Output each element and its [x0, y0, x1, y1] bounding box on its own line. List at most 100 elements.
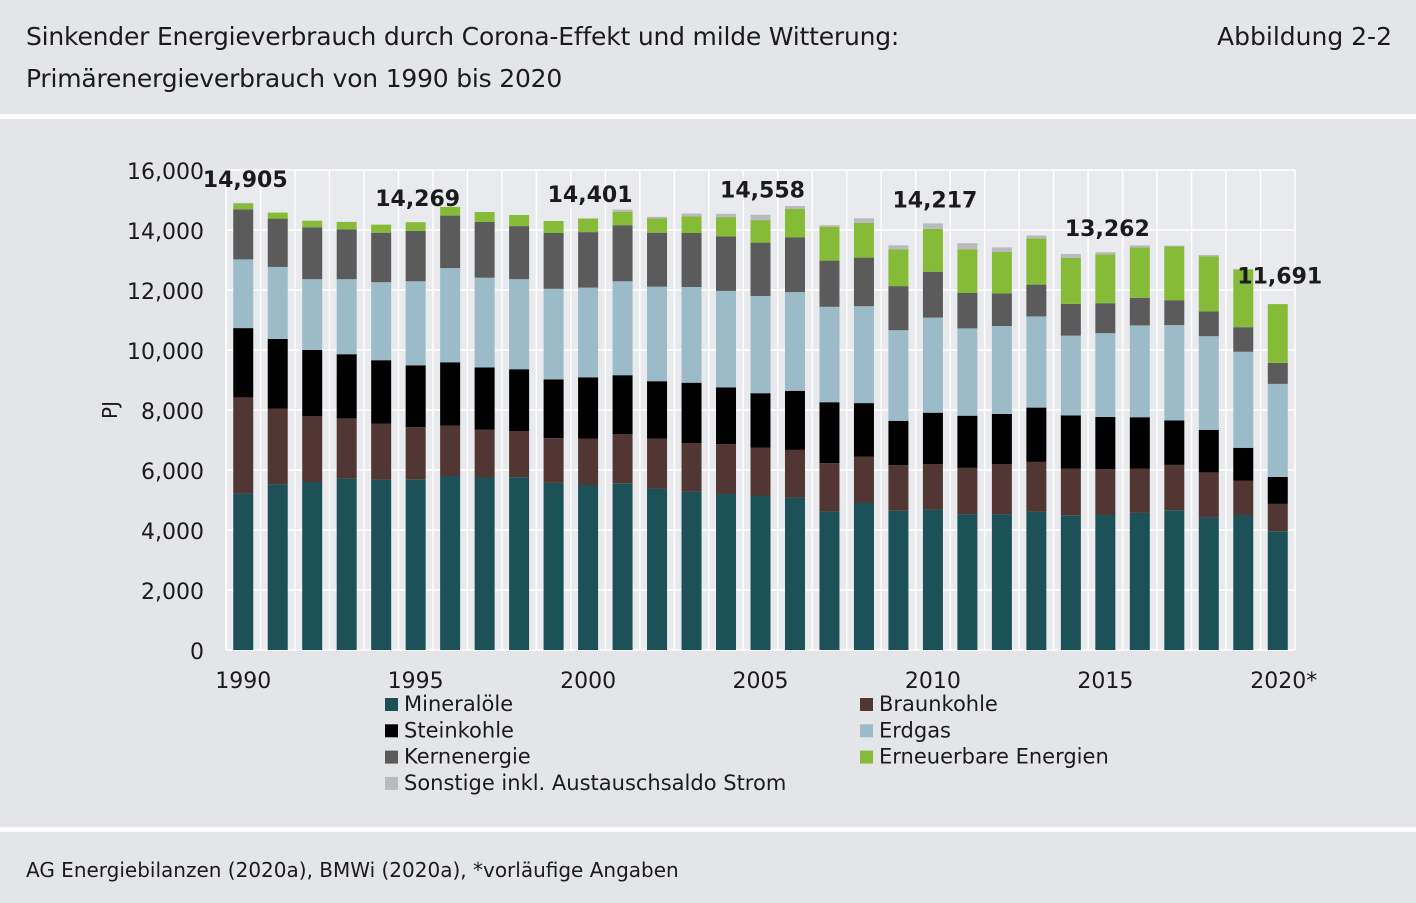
bar-segment: [991, 251, 1012, 294]
legend-swatch: [385, 724, 398, 738]
bar-segment: [543, 482, 564, 650]
bar-segment: [647, 381, 668, 439]
bar-segment: [716, 387, 737, 445]
bar-segment: [957, 249, 978, 293]
bar-segment: [784, 390, 805, 450]
bar-segment: [440, 425, 461, 476]
chart-subtitle: Primärenergieverbrauch von 1990 bis 2020: [26, 64, 563, 93]
legend-label: Mineralöle: [404, 692, 513, 716]
bar-segment: [716, 494, 737, 650]
bar-segment: [1129, 245, 1150, 248]
bar-segment: [1267, 531, 1288, 650]
bar-segment: [922, 228, 943, 272]
bar-segment: [302, 482, 323, 650]
y-tick-label: 16,000: [127, 160, 204, 185]
bar-segment: [509, 226, 530, 280]
bar-segment: [302, 220, 323, 228]
bar-segment: [405, 230, 426, 282]
bar-segment: [1026, 238, 1047, 285]
bar-segment: [578, 485, 599, 650]
x-tick-label: 2005: [733, 669, 789, 694]
legend-item: Mineralöle: [385, 692, 513, 716]
bar-segment: [957, 293, 978, 329]
bar-segment: [1129, 468, 1150, 513]
bar-segment: [1129, 297, 1150, 326]
bar-segment: [405, 222, 426, 231]
bar-segment: [647, 218, 668, 233]
legend-item: Sonstige inkl. Austauschsaldo Strom: [385, 771, 786, 795]
bar-segment: [853, 456, 874, 503]
y-tick-label: 2,000: [141, 580, 204, 605]
bar-segment: [474, 477, 495, 650]
bar-segment: [716, 217, 737, 237]
bar-segment: [1026, 235, 1047, 239]
bar-segment: [543, 438, 564, 483]
bar-segment: [543, 221, 564, 233]
bar-segment: [1060, 303, 1081, 336]
bar-segment: [578, 377, 599, 439]
bar-segment: [1267, 383, 1288, 477]
legend-item: Kernenergie: [385, 745, 531, 769]
bar-segment: [1060, 335, 1081, 416]
bar-segment: [1060, 257, 1081, 304]
bar-segment: [612, 483, 633, 650]
bar-segment: [509, 215, 530, 227]
bar-segment: [1129, 247, 1150, 298]
bar-segment: [647, 286, 668, 382]
bar-segment: [371, 479, 392, 650]
legend: Mineralöle Braunkohle Steinkohle Erdgas Kern…: [385, 692, 1109, 795]
x-tick-label: 2015: [1077, 669, 1133, 694]
bar-segment: [716, 213, 737, 218]
bar-segment: [853, 306, 874, 404]
bar-segment: [681, 443, 702, 492]
bar-segment: [474, 429, 495, 478]
bar-segment: [233, 259, 254, 329]
bar-segment: [336, 279, 357, 355]
bar-segment: [1198, 472, 1219, 518]
bar-segment: [784, 292, 805, 391]
bar-segment: [1267, 304, 1288, 363]
x-tick-label: 2010: [905, 669, 961, 694]
bar-segment: [578, 218, 599, 233]
bar-segment: [1233, 447, 1254, 481]
bar-segment: [819, 227, 840, 261]
bar-segment: [1095, 252, 1116, 255]
bar-segment: [1095, 333, 1116, 417]
bar-segment: [233, 328, 254, 398]
y-tick-label: 4,000: [141, 520, 204, 545]
bar-segment: [440, 362, 461, 426]
bar-segment: [509, 369, 530, 431]
total-label: 11,691: [1237, 264, 1322, 289]
bar-segment: [1095, 515, 1116, 650]
bar-segment: [784, 209, 805, 238]
bar-segment: [302, 350, 323, 417]
bar-segment: [440, 215, 461, 269]
bar-segment: [336, 418, 357, 479]
x-tick-label: 1990: [215, 669, 271, 694]
bar-segment: [957, 243, 978, 250]
x-tick-label: 2000: [560, 669, 616, 694]
bar-segment: [784, 497, 805, 650]
bar-segment: [1233, 515, 1254, 650]
bar-segment: [819, 463, 840, 512]
bar-segment: [991, 293, 1012, 326]
bar-segment: [1198, 256, 1219, 312]
bar-segment: [888, 510, 909, 650]
legend-label: Braunkohle: [879, 692, 998, 716]
bar-segment: [371, 232, 392, 283]
bar-segment: [888, 286, 909, 331]
bar-segment: [1233, 327, 1254, 352]
bar-segment: [543, 288, 564, 380]
bar-segment: [371, 423, 392, 480]
bar-segment: [750, 447, 771, 496]
bar-segment: [578, 287, 599, 378]
bar-segment: [1060, 254, 1081, 258]
bar-segment: [371, 360, 392, 424]
bar-segment: [612, 434, 633, 484]
bar-segment: [1164, 464, 1185, 511]
bar-segment: [647, 488, 668, 650]
bar-segment: [1095, 469, 1116, 515]
legend-label: Steinkohle: [404, 718, 514, 742]
bar-segment: [612, 209, 633, 212]
y-tick-label: 0: [190, 640, 204, 665]
